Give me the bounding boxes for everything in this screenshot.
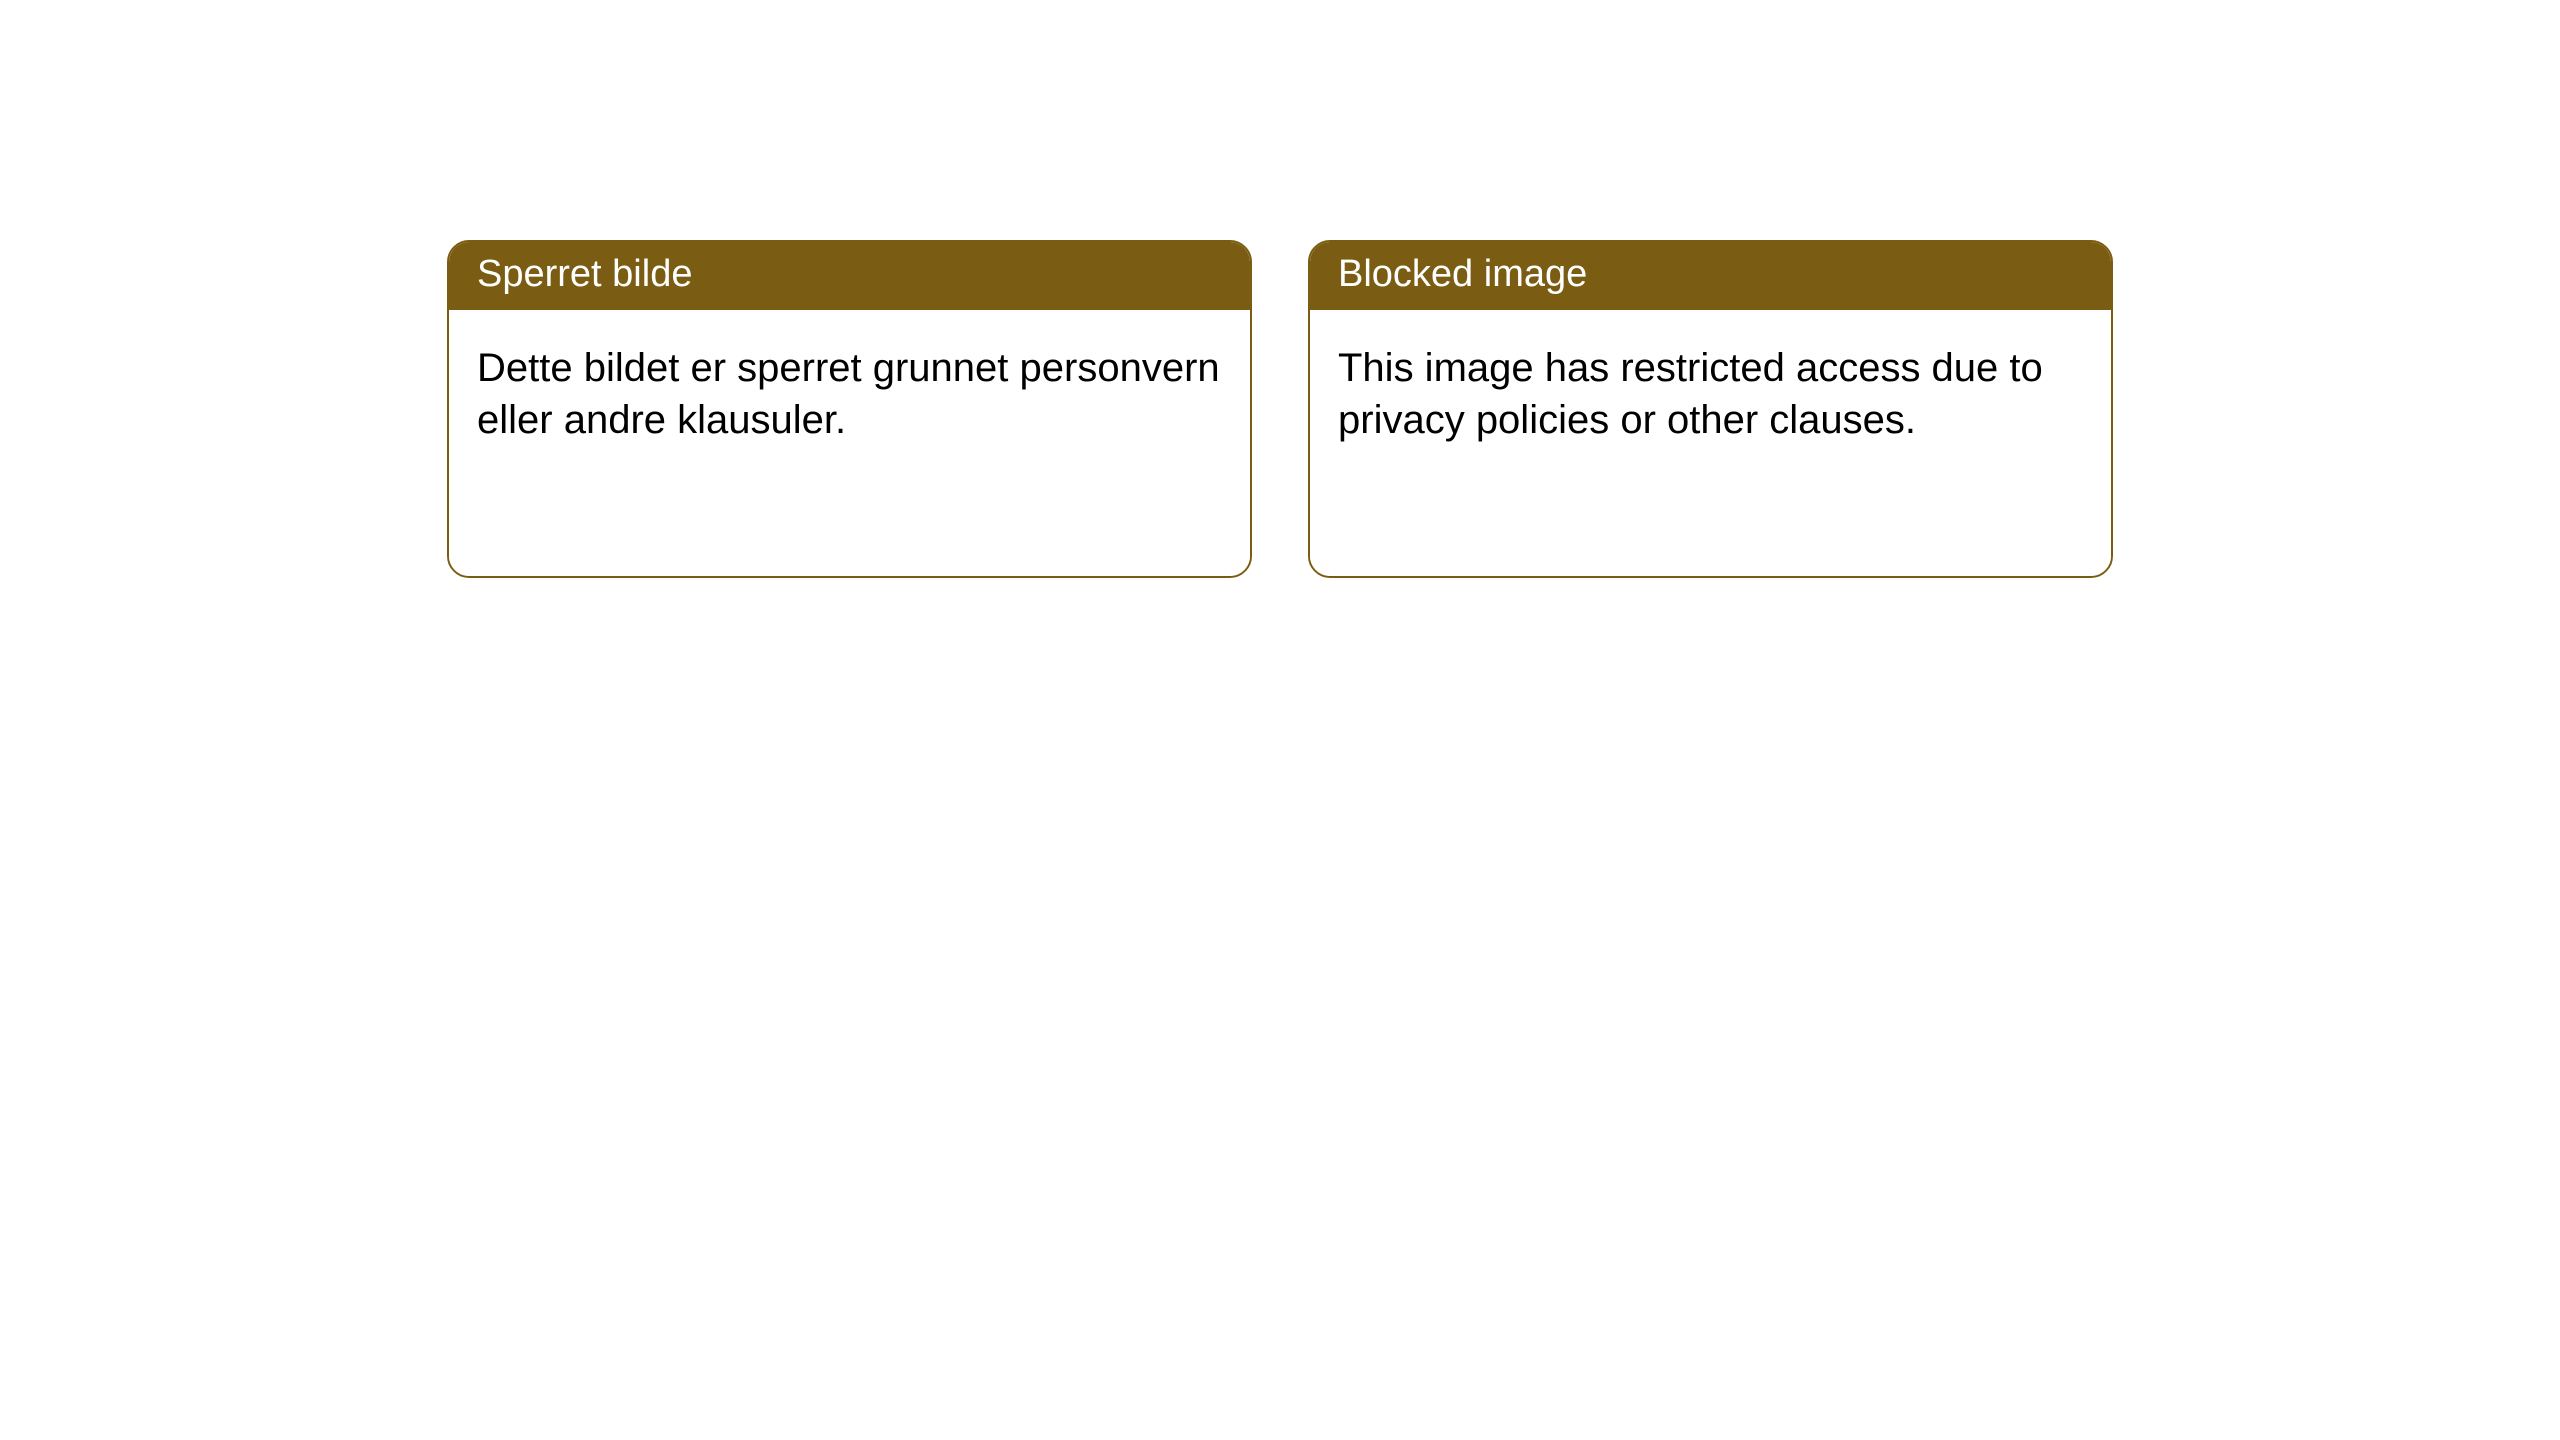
card-header: Sperret bilde <box>449 242 1250 310</box>
card-body-text: Dette bildet er sperret grunnet personve… <box>477 346 1220 442</box>
card-header: Blocked image <box>1310 242 2111 310</box>
blocked-image-card-en: Blocked image This image has restricted … <box>1308 240 2113 578</box>
card-body: Dette bildet er sperret grunnet personve… <box>449 310 1250 576</box>
card-body-text: This image has restricted access due to … <box>1338 346 2043 442</box>
card-header-text: Blocked image <box>1338 253 1587 295</box>
card-body: This image has restricted access due to … <box>1310 310 2111 576</box>
notice-cards-container: Sperret bilde Dette bildet er sperret gr… <box>447 240 2113 578</box>
card-header-text: Sperret bilde <box>477 253 692 295</box>
blocked-image-card-no: Sperret bilde Dette bildet er sperret gr… <box>447 240 1252 578</box>
